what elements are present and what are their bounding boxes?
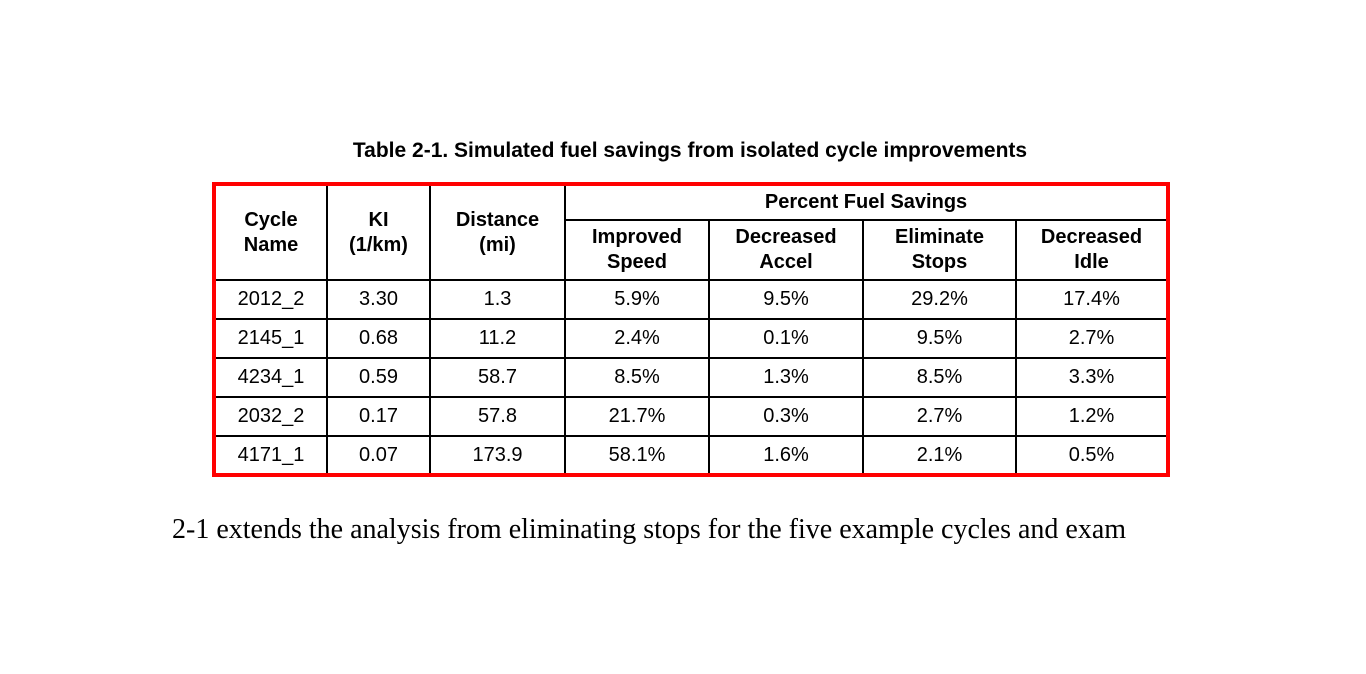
header-line: Distance bbox=[455, 208, 540, 231]
cell-cycle-name: 2012_2 bbox=[213, 279, 328, 320]
sub-header-decreased-accel: Decreased Accel bbox=[708, 219, 864, 281]
header-line: Eliminate bbox=[895, 226, 984, 248]
cell-decreased-idle: 17.4% bbox=[1014, 279, 1170, 320]
table-row: 2145_1 0.68 11.2 2.4% 0.1% 9.5% 2.7% bbox=[213, 318, 1170, 359]
cell-ki: 0.59 bbox=[326, 357, 431, 398]
cell-eliminate-stops: 8.5% bbox=[862, 357, 1017, 398]
header-line: Improved bbox=[591, 226, 683, 248]
sub-header-decreased-idle: Decreased Idle bbox=[1014, 219, 1170, 281]
cell-decreased-accel: 1.6% bbox=[708, 435, 864, 476]
cell-improved-speed: 58.1% bbox=[564, 435, 710, 476]
cell-decreased-accel: 9.5% bbox=[708, 279, 864, 320]
cell-eliminate-stops: 2.7% bbox=[862, 396, 1017, 437]
header-line: Decreased bbox=[735, 226, 837, 248]
cell-ki: 0.17 bbox=[326, 396, 431, 437]
group-header-percent-fuel-savings: Percent Fuel Savings bbox=[563, 183, 1170, 221]
cell-distance: 1.3 bbox=[429, 279, 566, 320]
cell-decreased-accel: 0.1% bbox=[708, 318, 864, 359]
sub-header-eliminate-stops: Eliminate Stops bbox=[862, 219, 1017, 281]
col-header-distance: Distance (mi) bbox=[429, 183, 566, 281]
cell-decreased-accel: 1.3% bbox=[708, 357, 864, 398]
col-header-cycle-name: Cycle Name bbox=[213, 183, 328, 281]
header-line: Cycle bbox=[244, 208, 298, 231]
header-line: Name bbox=[243, 233, 299, 256]
cell-eliminate-stops: 2.1% bbox=[862, 435, 1017, 476]
cell-decreased-idle: 1.2% bbox=[1014, 396, 1170, 437]
header-line: (mi) bbox=[479, 233, 516, 256]
cell-cycle-name: 4171_1 bbox=[213, 435, 328, 476]
table-row: 2012_2 3.30 1.3 5.9% 9.5% 29.2% 17.4% bbox=[213, 279, 1170, 320]
table-row: 4171_1 0.07 173.9 58.1% 1.6% 2.1% 0.5% bbox=[213, 435, 1170, 476]
header-line: KI bbox=[368, 208, 389, 231]
cell-decreased-idle: 3.3% bbox=[1014, 357, 1170, 398]
cell-improved-speed: 5.9% bbox=[564, 279, 710, 320]
table-caption: Table 2-1. Simulated fuel savings from i… bbox=[352, 139, 1028, 162]
fuel-savings-table: Cycle Name KI (1/km) Distance (mi) Perce… bbox=[212, 182, 1171, 477]
body-text: 2-1 extends the analysis from eliminatin… bbox=[172, 514, 1127, 545]
cell-decreased-idle: 2.7% bbox=[1014, 318, 1170, 359]
cell-decreased-idle: 0.5% bbox=[1014, 435, 1170, 476]
header-line: Accel bbox=[759, 251, 813, 273]
header-line: Stops bbox=[911, 251, 968, 273]
sub-header-improved-speed: Improved Speed bbox=[564, 219, 710, 281]
header-line: (1/km) bbox=[349, 233, 408, 256]
cell-ki: 3.30 bbox=[326, 279, 431, 320]
cell-eliminate-stops: 9.5% bbox=[862, 318, 1017, 359]
cell-decreased-accel: 0.3% bbox=[708, 396, 864, 437]
header-line: Decreased bbox=[1040, 226, 1143, 248]
cell-ki: 0.68 bbox=[326, 318, 431, 359]
table-row: 2032_2 0.17 57.8 21.7% 0.3% 2.7% 1.2% bbox=[213, 396, 1170, 437]
cell-cycle-name: 2032_2 bbox=[213, 396, 328, 437]
cell-improved-speed: 21.7% bbox=[564, 396, 710, 437]
col-header-ki: KI (1/km) bbox=[326, 183, 431, 281]
cell-ki: 0.07 bbox=[326, 435, 431, 476]
cell-eliminate-stops: 29.2% bbox=[862, 279, 1017, 320]
cell-distance: 58.7 bbox=[429, 357, 566, 398]
table-row: 4234_1 0.59 58.7 8.5% 1.3% 8.5% 3.3% bbox=[213, 357, 1170, 398]
header-line: Speed bbox=[606, 251, 668, 273]
cell-distance: 57.8 bbox=[429, 396, 566, 437]
cell-distance: 11.2 bbox=[429, 318, 566, 359]
header-line: Idle bbox=[1074, 251, 1109, 273]
cell-cycle-name: 4234_1 bbox=[213, 357, 328, 398]
cell-cycle-name: 2145_1 bbox=[213, 318, 328, 359]
cell-improved-speed: 8.5% bbox=[564, 357, 710, 398]
cell-distance: 173.9 bbox=[429, 435, 566, 476]
cell-improved-speed: 2.4% bbox=[564, 318, 710, 359]
